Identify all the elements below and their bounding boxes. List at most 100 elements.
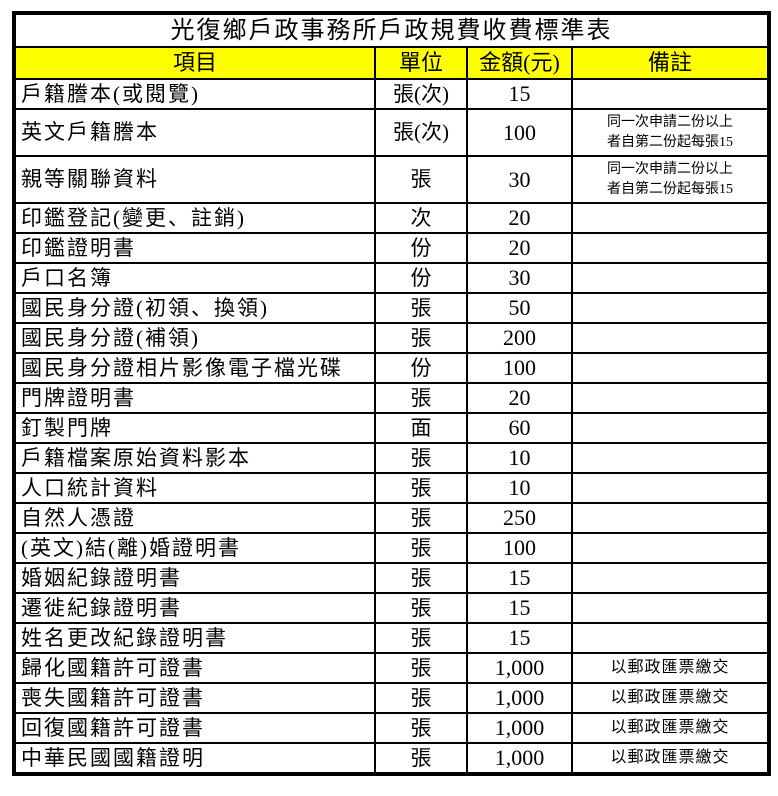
- item-cell: 人口統計資料: [13, 472, 376, 504]
- amount-cell: 200: [466, 322, 573, 354]
- table-row: 釘製門牌面 60: [13, 412, 770, 444]
- unit-cell: 張: [374, 592, 468, 624]
- table-row: 戶籍檔案原始資料影本張 10: [13, 442, 770, 474]
- unit-cell: 張: [374, 532, 468, 564]
- note-cell: [571, 202, 770, 234]
- unit-cell: 張: [374, 472, 468, 504]
- amount-cell: 20: [466, 202, 573, 234]
- item-cell: (英文)結(離)婚證明書: [13, 532, 376, 564]
- amount-cell: 100: [466, 532, 573, 564]
- table-row: 親等關聯資料張 30 同一次申請二份以上 者自第二份起每張15: [13, 155, 770, 204]
- table-row: 國民身分證(補領) 張 200: [13, 322, 770, 354]
- amount-cell: 20: [466, 232, 573, 264]
- unit-cell: 次: [374, 202, 468, 234]
- note-cell: [571, 592, 770, 624]
- note-line: 者自第二份起每張15: [607, 134, 733, 150]
- table-row: 戶籍謄本(或閱覽) 張(次) 15: [13, 78, 770, 110]
- amount-cell: 50: [466, 292, 573, 324]
- amount-cell: 1,000: [466, 652, 573, 684]
- note-cell: 以郵政匯票繳交: [571, 712, 770, 744]
- note-line: 同一次申請二份以上: [607, 161, 733, 177]
- item-cell: 門牌證明書: [13, 382, 376, 414]
- table-row: 喪失國籍許可證書張 1,000 以郵政匯票繳交: [13, 682, 770, 714]
- item-cell: 英文戶籍謄本: [13, 108, 376, 157]
- table-row: 印鑑證明書份 20: [13, 232, 770, 264]
- unit-cell: 張: [374, 442, 468, 474]
- amount-cell: 100: [466, 352, 573, 384]
- unit-cell: 張: [374, 682, 468, 714]
- table-row: 英文戶籍謄本 張(次) 100 同一次申請二份以上 者自第二份起每張15: [13, 108, 770, 157]
- amount-cell: 60: [466, 412, 573, 444]
- unit-cell: 份: [374, 352, 468, 384]
- header-note: 備註: [571, 46, 770, 80]
- note-cell: 以郵政匯票繳交: [571, 652, 770, 684]
- item-cell: 戶籍謄本(或閱覽): [13, 78, 376, 110]
- item-cell: 中華民國國籍證明: [13, 742, 376, 775]
- table-row: 婚姻紀錄證明書張 15: [13, 562, 770, 594]
- unit-cell: 張: [374, 382, 468, 414]
- note-cell: [571, 562, 770, 594]
- note-cell: 同一次申請二份以上 者自第二份起每張15: [571, 108, 770, 157]
- item-cell: 印鑑證明書: [13, 232, 376, 264]
- unit-cell: 張: [374, 502, 468, 534]
- item-cell: 親等關聯資料: [13, 155, 376, 204]
- note-cell: [571, 352, 770, 384]
- amount-cell: 10: [466, 442, 573, 474]
- table-row: 國民身分證相片影像電子檔光碟份 100: [13, 352, 770, 384]
- note-cell: [571, 442, 770, 474]
- unit-cell: 張: [374, 652, 468, 684]
- header-row: 項目 單位 金額(元) 備註: [13, 46, 770, 80]
- item-cell: 釘製門牌: [13, 412, 376, 444]
- note-cell: 同一次申請二份以上 者自第二份起每張15: [571, 155, 770, 204]
- table-row: 戶口名簿份 30: [13, 262, 770, 294]
- item-cell: 國民身分證相片影像電子檔光碟: [13, 352, 376, 384]
- unit-cell: 份: [374, 232, 468, 264]
- table-row: 遷徙紀錄證明書張 15: [13, 592, 770, 624]
- item-cell: 婚姻紀錄證明書: [13, 562, 376, 594]
- table-row: 門牌證明書張 20: [13, 382, 770, 414]
- amount-cell: 30: [466, 262, 573, 294]
- amount-cell: 15: [466, 78, 573, 110]
- item-cell: 戶口名簿: [13, 262, 376, 294]
- unit-cell: 張: [374, 622, 468, 654]
- amount-cell: 1,000: [466, 682, 573, 714]
- item-cell: 回復國籍許可證書: [13, 712, 376, 744]
- note-cell: [571, 78, 770, 110]
- table-row: 人口統計資料張 10: [13, 472, 770, 504]
- table-row: 姓名更改紀錄證明書張 15: [13, 622, 770, 654]
- amount-cell: 15: [466, 592, 573, 624]
- table-row: 中華民國國籍證明張 1,000 以郵政匯票繳交: [13, 742, 770, 775]
- item-cell: 遷徙紀錄證明書: [13, 592, 376, 624]
- table-row: 國民身分證(初領、換領) 張 50: [13, 292, 770, 324]
- unit-cell: 張: [374, 292, 468, 324]
- amount-cell: 30: [466, 155, 573, 204]
- note-cell: [571, 382, 770, 414]
- item-cell: 國民身分證(初領、換領): [13, 292, 376, 324]
- header-amount: 金額(元): [466, 46, 573, 80]
- note-cell: [571, 532, 770, 564]
- item-cell: 歸化國籍許可證書: [13, 652, 376, 684]
- table-title: 光復鄉戶政事務所戶政規費收費標準表: [13, 12, 770, 48]
- note-cell: [571, 472, 770, 504]
- amount-cell: 10: [466, 472, 573, 504]
- note-cell: [571, 412, 770, 444]
- unit-cell: 面: [374, 412, 468, 444]
- note-cell: [571, 502, 770, 534]
- unit-cell: 張: [374, 562, 468, 594]
- note-cell: [571, 262, 770, 294]
- table-row: (英文)結(離)婚證明書張 100: [13, 532, 770, 564]
- table-row: 印鑑登記(變更、註銷) 次 20: [13, 202, 770, 234]
- note-cell: 以郵政匯票繳交: [571, 682, 770, 714]
- unit-cell: 張: [374, 742, 468, 775]
- title-row: 光復鄉戶政事務所戶政規費收費標準表: [13, 12, 770, 48]
- note-cell: [571, 292, 770, 324]
- item-cell: 印鑑登記(變更、註銷): [13, 202, 376, 234]
- header-unit: 單位: [374, 46, 468, 80]
- note-line: 者自第二份起每張15: [607, 181, 733, 197]
- note-cell: [571, 232, 770, 264]
- amount-cell: 15: [466, 562, 573, 594]
- item-cell: 國民身分證(補領): [13, 322, 376, 354]
- item-cell: 自然人憑證: [13, 502, 376, 534]
- amount-cell: 100: [466, 108, 573, 157]
- unit-cell: 張: [374, 712, 468, 744]
